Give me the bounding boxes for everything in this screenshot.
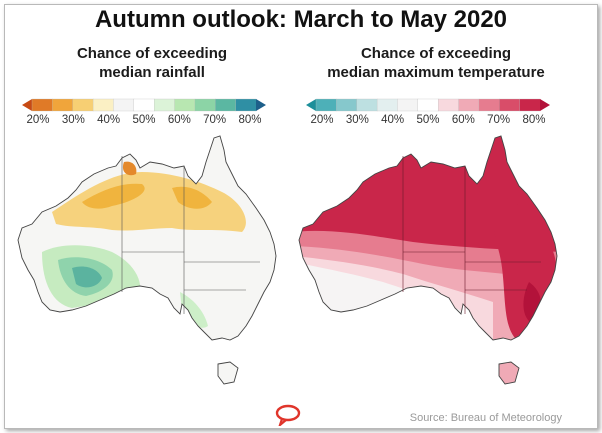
temperature-legend-swatch — [478, 98, 500, 112]
rainfall-legend-swatch — [174, 98, 196, 112]
rainfall-legend-swatch — [113, 98, 135, 112]
rainfall-title-line2: median rainfall — [99, 64, 205, 81]
rainfall-legend-arrow-low — [22, 99, 32, 111]
page-title: Autumn outlook: March to May 2020 — [94, 6, 508, 33]
rainfall-legend-swatch — [52, 98, 74, 112]
temperature-title-line2: median maximum temperature — [327, 64, 545, 81]
temperature-legend-tick-label: 70% — [487, 114, 511, 126]
temperature-legend-swatch — [458, 98, 480, 112]
rainfall-legend-swatch — [215, 98, 237, 112]
speech-bubble-icon — [275, 404, 301, 426]
rainfall-legend-swatch — [31, 98, 53, 112]
temperature-legend-arrow-low — [306, 99, 316, 111]
source-credit: Source: Bureau of Meteorology — [409, 412, 562, 424]
temperature-color-legend — [306, 98, 550, 112]
rainfall-legend-swatch — [92, 98, 114, 112]
rainfall-legend-tick-label: 30% — [61, 114, 85, 126]
temperature-legend-swatch — [356, 98, 378, 112]
temperature-legend-arrow-high — [540, 99, 550, 111]
temperature-legend-tick-label: 60% — [451, 114, 475, 126]
rainfall-legend-tick-label: 80% — [238, 114, 262, 126]
temperature-panel-title: Chance of exceeding median maximum tempe… — [296, 44, 576, 82]
rainfall-legend-swatch — [194, 98, 216, 112]
temperature-legend-swatch — [438, 98, 459, 112]
rainfall-legend-tick-label: 40% — [97, 114, 121, 126]
temperature-legend-tick-label: 40% — [381, 114, 405, 126]
temperature-legend-tick-label: 30% — [345, 114, 369, 126]
temperature-legend-swatch — [315, 98, 337, 112]
temperature-title-line1: Chance of exceeding — [360, 45, 512, 62]
temperature-legend-swatch — [376, 98, 398, 112]
temperature-map — [298, 135, 558, 385]
temperature-legend-ticks: 20% 30% 40% 50% 60% 70% 80% — [306, 114, 550, 128]
temperature-legend-tick-label: 20% — [310, 114, 334, 126]
rainfall-legend-tick-label: 70% — [203, 114, 227, 126]
rainfall-legend-tick-label: 60% — [167, 114, 191, 126]
rainfall-title-line1: Chance of exceeding — [76, 45, 228, 62]
rainfall-panel-title: Chance of exceeding median rainfall — [12, 44, 292, 82]
rainfall-legend-arrow-high — [256, 99, 266, 111]
temperature-legend-swatch — [499, 98, 521, 112]
temperature-legend-swatch — [417, 98, 439, 112]
temperature-legend-tick-label: 50% — [416, 114, 440, 126]
rainfall-legend-swatch — [72, 98, 94, 112]
temperature-legend-tick-label: 80% — [522, 114, 546, 126]
rainfall-map — [17, 135, 277, 385]
rainfall-color-legend — [22, 98, 266, 112]
rainfall-legend-swatch — [235, 98, 257, 112]
temperature-legend-swatch — [519, 98, 541, 112]
rainfall-legend-swatch — [154, 98, 175, 112]
rainfall-legend-tick-label: 50% — [132, 114, 156, 126]
rainfall-legend-ticks: 20% 30% 40% 50% 60% 70% 80% — [22, 114, 266, 128]
temperature-legend-swatch — [336, 98, 358, 112]
rainfall-legend-swatch — [133, 98, 155, 112]
rainfall-legend-tick-label: 20% — [26, 114, 50, 126]
temperature-legend-swatch — [397, 98, 419, 112]
